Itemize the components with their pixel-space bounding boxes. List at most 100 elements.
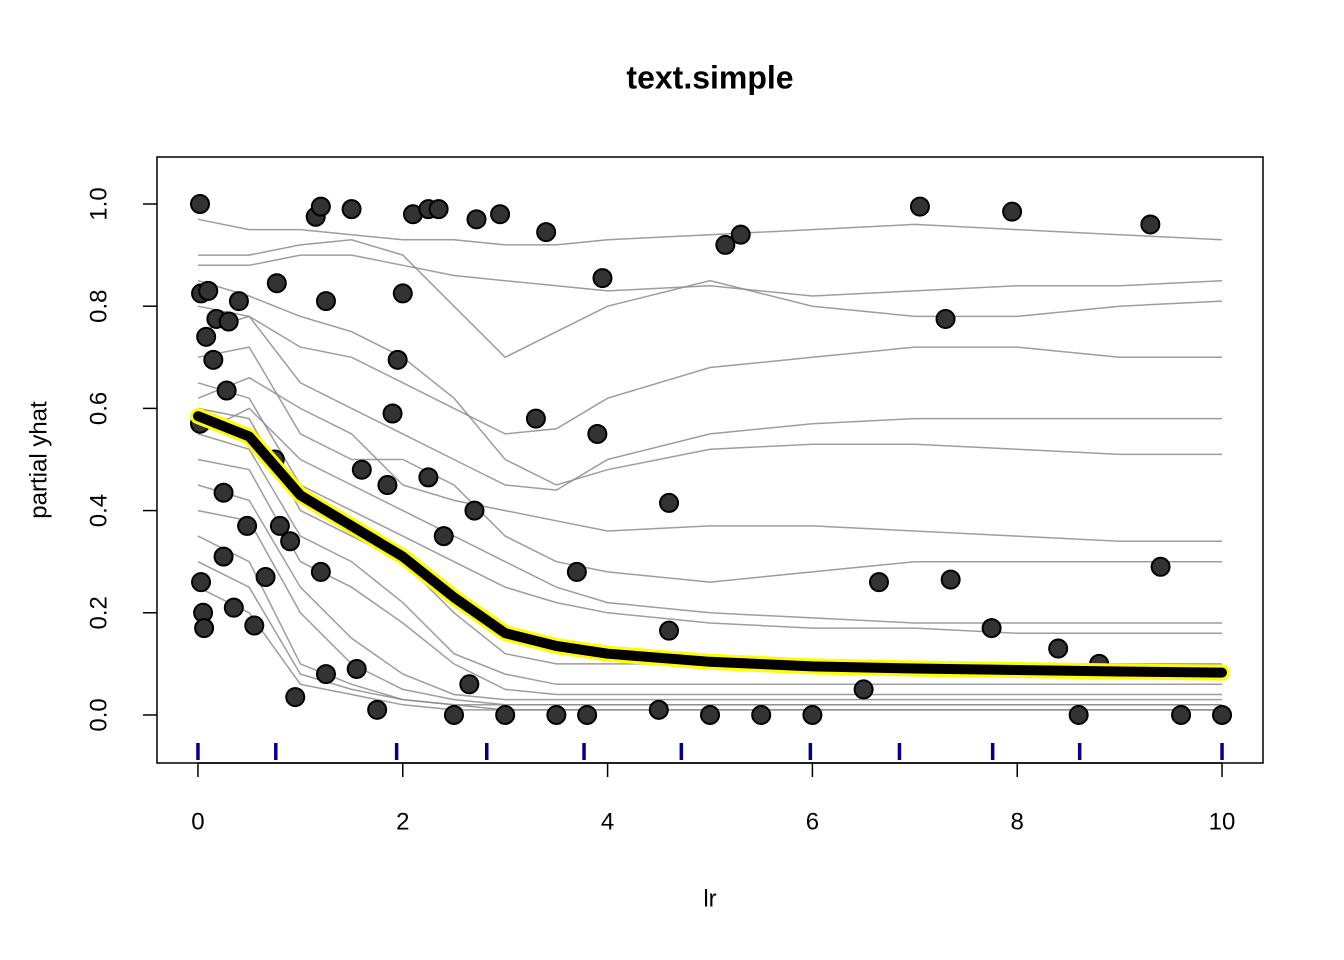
observation-point — [428, 199, 449, 220]
observation-point — [1171, 704, 1192, 725]
observation-point — [940, 569, 961, 590]
ice-line — [197, 407, 1222, 665]
ice-line — [197, 218, 1223, 246]
observation-point — [490, 204, 511, 225]
observation-point — [285, 687, 306, 708]
observation-point — [190, 194, 211, 215]
observation-point — [191, 572, 212, 593]
observation-point — [266, 273, 287, 294]
ice-line — [197, 382, 1222, 634]
ice-line — [197, 315, 1222, 491]
ice-line — [198, 254, 1223, 297]
observation-point — [648, 699, 669, 720]
observation-point — [237, 515, 258, 536]
observation-point — [443, 704, 464, 725]
ice-line — [197, 586, 1222, 711]
observation-point — [382, 403, 403, 424]
observation-point — [310, 561, 331, 582]
observation-point — [802, 704, 823, 725]
observation-point — [433, 526, 454, 547]
observation-point — [700, 704, 720, 725]
observation-point — [659, 620, 680, 641]
y-axis-label: partial yhat — [25, 401, 52, 519]
observation-point — [203, 349, 224, 370]
observation-point — [198, 280, 219, 301]
observation-point — [909, 196, 930, 217]
ice-line — [198, 239, 1223, 359]
observation-point — [981, 618, 1002, 639]
observation-point — [213, 482, 234, 503]
observation-point — [269, 515, 290, 536]
observation-point — [228, 291, 249, 312]
observation-point — [218, 311, 239, 332]
ice-line — [197, 561, 1222, 711]
observation-point — [1048, 638, 1069, 659]
observation-point — [1068, 704, 1089, 725]
observation-point — [853, 679, 874, 700]
observation-point — [346, 658, 367, 679]
observation-point — [546, 704, 567, 725]
observation-point — [341, 199, 362, 220]
observation-point — [315, 664, 336, 685]
y-tick-label: 1.0 — [85, 187, 112, 220]
x-axis-label: lr — [703, 885, 716, 912]
observation-point — [387, 349, 408, 370]
observation-point — [868, 572, 889, 593]
x-tick-label: 4 — [601, 808, 614, 835]
observation-point — [525, 408, 546, 429]
pdp-line — [193, 411, 1227, 678]
observation-point — [367, 699, 388, 720]
observation-point — [310, 196, 331, 217]
y-tick-label: 0.0 — [85, 698, 112, 731]
observation-point — [196, 326, 217, 347]
observation-point — [1140, 214, 1161, 235]
y-tick-label: 0.6 — [85, 392, 112, 425]
observation-point — [577, 704, 598, 725]
observation-point — [194, 618, 215, 639]
observation-point — [587, 423, 608, 444]
observation-point — [1002, 201, 1023, 222]
observation-point — [592, 268, 613, 289]
observation-point — [1212, 704, 1233, 725]
x-tick-label: 6 — [806, 808, 819, 835]
ice-line — [197, 376, 1222, 542]
observation-point — [935, 308, 956, 329]
ice-line — [197, 346, 1222, 583]
observation-point — [495, 704, 516, 725]
observation-point — [659, 492, 680, 513]
observation-point — [418, 467, 439, 488]
observation-point — [392, 283, 413, 304]
observation-point — [216, 380, 237, 401]
observation-point — [351, 459, 372, 480]
observation-point — [715, 234, 736, 255]
x-tick-label: 2 — [396, 808, 409, 835]
observation-point — [730, 224, 751, 245]
x-tick-label: 8 — [1011, 808, 1024, 835]
observation-point — [377, 475, 398, 496]
ice-line — [197, 279, 1222, 486]
observation-point — [751, 704, 772, 725]
ice-line — [197, 305, 1222, 435]
pdp-outline — [190, 408, 1230, 681]
observation-point — [466, 209, 487, 230]
observation-point — [464, 500, 485, 521]
y-tick-label: 0.8 — [85, 290, 112, 323]
observation-point — [280, 531, 301, 552]
ice-line — [197, 433, 1222, 686]
plot-area — [190, 194, 1233, 760]
ice-line — [197, 407, 1222, 624]
observation-point — [255, 567, 276, 588]
observation-point — [1150, 556, 1171, 577]
observation-point — [244, 615, 265, 636]
ice-line — [197, 484, 1222, 701]
x-tick-label: 10 — [1209, 808, 1236, 835]
observation-point — [566, 561, 587, 582]
observation-point — [223, 597, 244, 618]
observation-point — [459, 674, 480, 695]
observation-point — [213, 546, 234, 567]
y-tick-label: 0.2 — [85, 596, 112, 629]
observation-point — [536, 222, 557, 243]
observation-point — [315, 291, 336, 312]
chart-title: text.simple — [626, 59, 793, 95]
